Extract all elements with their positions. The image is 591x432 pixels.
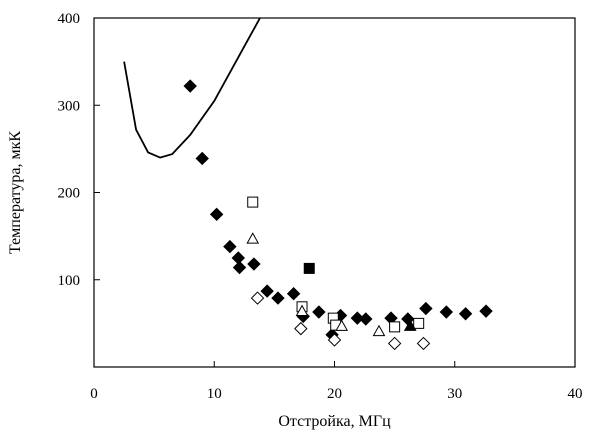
square-open-point	[413, 317, 425, 329]
plot-marks	[123, 18, 493, 351]
diamond-open-point	[387, 336, 402, 351]
diamond-filled-point	[286, 287, 301, 301]
y-tick-label: 400	[58, 11, 81, 27]
diamond-open-point	[250, 291, 265, 305]
square-open-point	[389, 321, 401, 333]
diamond-filled-point	[458, 307, 473, 321]
diamond-open-point	[327, 333, 342, 347]
triangle-filled-point	[403, 319, 417, 331]
diamond-filled-point	[479, 304, 493, 318]
diamond-filled-point	[195, 151, 209, 166]
diamond-filled-point	[223, 239, 237, 254]
triangle-open-point	[335, 319, 349, 331]
y-axis-title: Температура, мкК	[7, 131, 24, 255]
diamond-filled-point	[247, 257, 261, 271]
axis-ticks: 0 10 20 30 40 100 200 300 400	[58, 11, 583, 402]
diamond-filled-point	[209, 207, 224, 222]
square-filled-point	[303, 262, 315, 274]
diamond-filled-point	[232, 260, 247, 275]
x-tick-label: 20	[327, 386, 342, 402]
x-tick-label: 0	[90, 386, 98, 402]
diamond-filled-point	[312, 305, 326, 319]
diamond-filled-point	[419, 301, 433, 316]
triangle-open-point	[372, 324, 386, 337]
square-open-point	[247, 196, 259, 208]
y-tick-label: 200	[58, 186, 81, 202]
diamond-filled-point	[260, 284, 274, 298]
diamond-filled-point	[439, 305, 454, 319]
x-axis-title: Отстройка, МГц	[278, 413, 391, 430]
diamond-open-point	[294, 321, 308, 336]
diamond-open-point	[416, 336, 431, 351]
triangle-open-point	[295, 304, 309, 317]
y-tick-label: 100	[58, 273, 81, 289]
diamond-filled-point	[359, 312, 373, 326]
x-tick-label: 10	[207, 386, 222, 402]
diamond-filled-point	[271, 291, 285, 305]
fit-curve-line	[123, 18, 262, 159]
diamond-filled-point	[350, 311, 365, 325]
x-tick-label: 40	[568, 386, 583, 402]
x-tick-label: 30	[447, 386, 462, 402]
triangle-open-point	[246, 232, 260, 244]
diamond-filled-point	[183, 79, 197, 93]
y-tick-label: 300	[58, 98, 81, 114]
